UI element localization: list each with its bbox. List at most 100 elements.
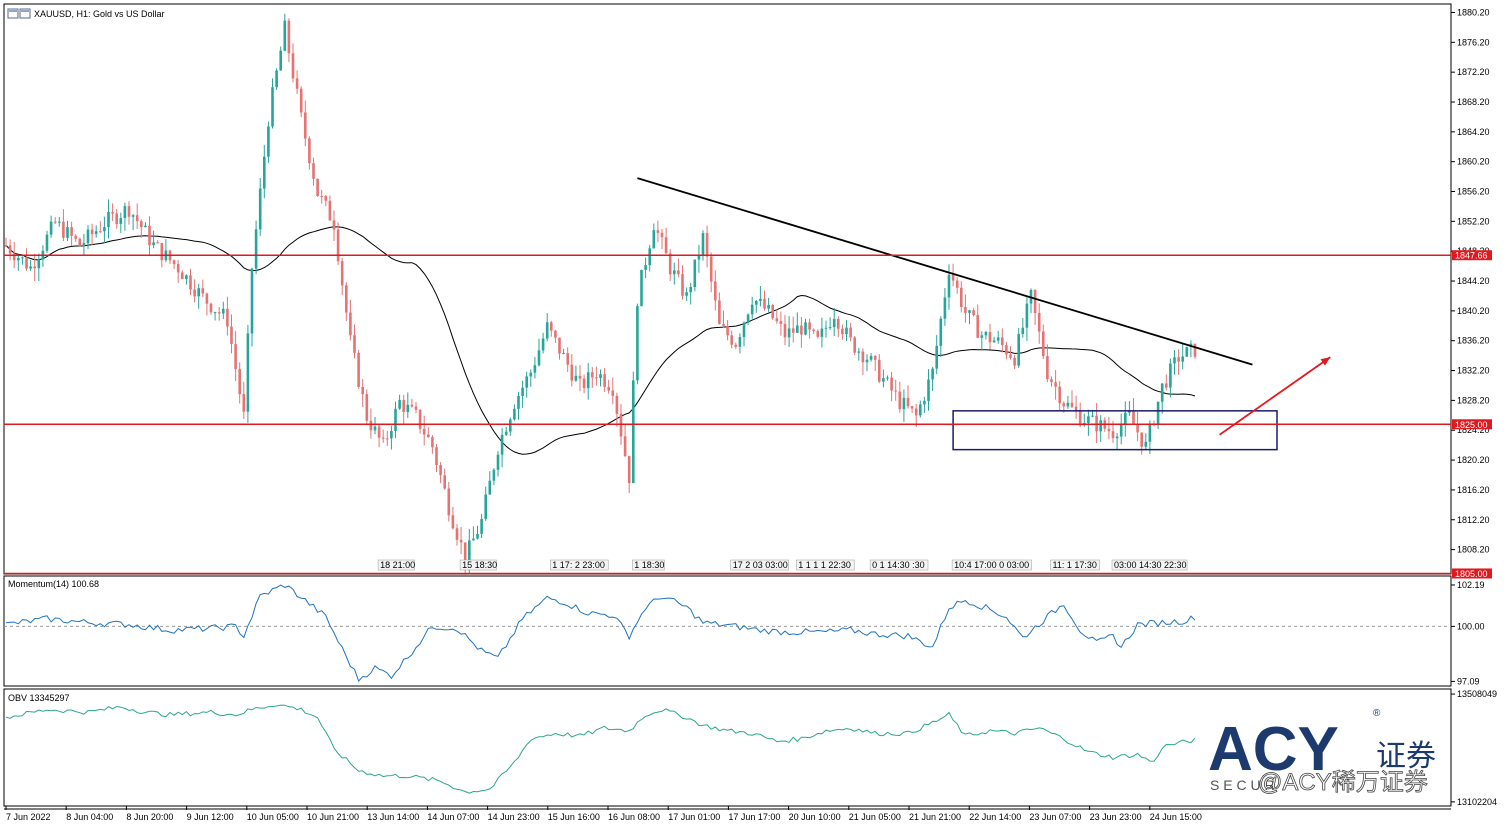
candle [984,330,988,340]
x-tick-label: 20 Jun 10:00 [789,812,841,822]
candle [935,335,938,375]
candle [504,426,508,436]
candle [767,297,770,312]
candle [1152,420,1156,427]
x-tick-label: 8 Jun 20:00 [126,812,173,822]
candle [558,337,561,360]
brand-cn: 证券 [1376,740,1436,773]
svg-text:11: 1 17:30: 11: 1 17:30 [1053,560,1097,570]
candle [316,178,319,197]
candle [144,222,147,228]
candle [1115,433,1119,450]
candle [919,400,922,418]
candle [955,277,959,294]
candle [373,417,377,435]
candle [586,362,590,400]
social-handle: @ACY稀万证券 [1258,769,1428,796]
x-tick-label: 14 Jun 07:00 [427,812,479,822]
candle [906,385,910,409]
candle [947,264,951,310]
candle [964,294,967,323]
candle [156,240,159,244]
candle [246,324,250,423]
candle [353,324,356,359]
svg-text:17 2 03 03:00: 17 2 03 03:00 [733,560,788,570]
y-tick-label: 1824.20 [1457,425,1490,435]
candle [992,336,996,343]
bullish-arrow[interactable] [1219,356,1331,436]
candle [390,425,393,450]
period-time-label: 10:4 17:00 0 03:00 [951,559,1032,571]
candle [209,302,213,315]
candle [595,366,598,386]
resistance-trendline[interactable] [637,177,1253,366]
y-tick-label: 1844.20 [1457,276,1490,286]
candle [295,70,299,95]
candle [943,287,947,326]
candle [107,199,110,239]
candle [398,394,401,410]
obv-panel-frame [3,688,1452,807]
candle [541,332,545,354]
x-tick-label: 21 Jun 21:00 [909,812,961,822]
candle [1074,395,1078,419]
candle [394,401,397,439]
svg-text:03:00 14:30 22:30: 03:00 14:30 22:30 [1114,560,1187,570]
candle [53,217,57,225]
candle [1005,341,1008,360]
candle [254,220,258,274]
candle [996,330,1000,344]
svg-text:10:4 17:00 0 03:00: 10:4 17:00 0 03:00 [954,560,1029,570]
candle [78,237,82,247]
candle [656,220,660,243]
candle [718,292,721,325]
level-price-tag [1452,250,1492,261]
candle [308,136,311,170]
candle [783,315,787,346]
candle [41,245,45,267]
x-tick-label: 8 Jun 04:00 [66,812,113,822]
candle [127,201,131,225]
candles-layer [4,13,1197,576]
obv-line [5,704,1196,794]
window-icon[interactable] [7,8,31,19]
candle [111,203,114,221]
candle [910,405,914,414]
candle [980,331,984,351]
candle [529,369,533,387]
y-tick-label: 1828.20 [1457,395,1490,405]
momentum-panel-frame [3,575,1452,687]
candle [927,369,930,411]
candle [291,43,295,83]
candle [513,404,516,421]
candle [882,369,885,388]
candle [796,312,799,333]
y-tick-label: 1836.20 [1457,336,1490,346]
x-tick-label: 7 Jun 2022 [6,812,51,822]
candle [759,286,762,307]
candle [1140,432,1143,455]
candle [1148,420,1152,455]
candle [1042,324,1045,360]
candle [509,417,512,437]
candle [1070,390,1074,408]
candle [1066,395,1070,409]
candle [660,228,664,250]
candle [164,239,168,263]
candle [1193,343,1197,360]
period-time-label: 0 1 14:30 :30 [869,559,929,571]
candle [1185,346,1189,357]
candle [1095,403,1098,444]
candle [832,307,836,337]
candle [627,455,631,494]
candle [1144,433,1148,450]
candle [578,365,582,392]
y-tick-label: 1852.20 [1457,216,1490,226]
candle [283,13,287,52]
consolidation-box[interactable] [952,410,1278,451]
candle [62,209,65,242]
candle [328,195,332,221]
candle [377,424,381,448]
candle [857,347,861,361]
candle [58,216,61,227]
